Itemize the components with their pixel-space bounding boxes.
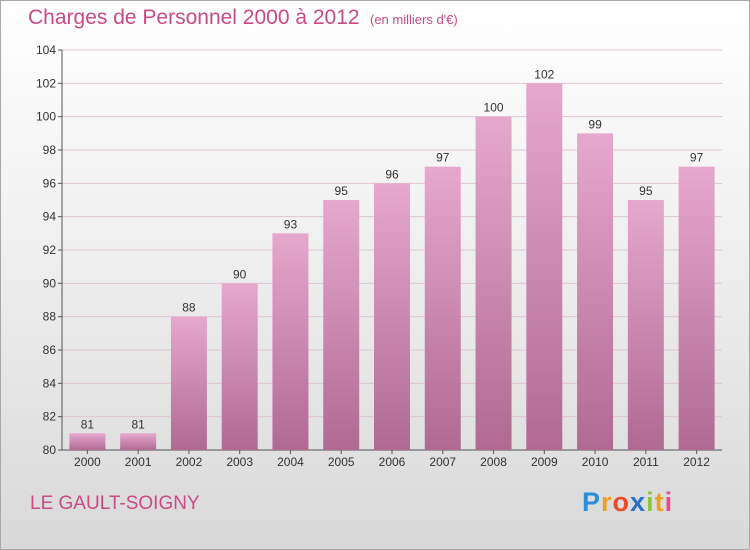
y-tick-label: 92 (43, 243, 57, 257)
bar (678, 166, 715, 450)
bar (170, 316, 207, 450)
bar (424, 166, 461, 450)
y-tick-label: 98 (43, 143, 57, 157)
y-tick-label: 84 (43, 376, 57, 390)
x-tick-label: 2011 (633, 455, 659, 469)
y-tick-label: 104 (36, 43, 56, 57)
data-label: 81 (81, 417, 95, 431)
y-tick-label: 80 (43, 443, 57, 457)
y-tick-label: 102 (36, 76, 56, 90)
y-tick-label: 88 (43, 310, 57, 324)
x-tick-label: 2009 (531, 455, 558, 469)
chart-subtitle: (en milliers d'€) (370, 12, 458, 27)
proxiti-logo: Proxiti (582, 487, 674, 517)
data-label: 97 (436, 151, 450, 165)
y-tick-label: 96 (43, 176, 57, 190)
data-label: 81 (131, 417, 145, 431)
bar (374, 183, 410, 451)
x-tick-label: 2010 (582, 455, 609, 469)
data-label: 97 (690, 151, 704, 165)
bar (526, 83, 563, 450)
data-label: 99 (588, 117, 602, 131)
bar (272, 233, 309, 450)
bar (69, 433, 106, 450)
data-label: 90 (233, 267, 247, 281)
x-tick-label: 2001 (125, 455, 152, 469)
x-tick-label: 2006 (379, 455, 406, 469)
bar (475, 116, 512, 451)
x-tick-label: 2003 (226, 455, 253, 469)
y-tick-label: 100 (36, 110, 56, 124)
x-tick-label: 2002 (176, 455, 203, 469)
y-tick-label: 86 (43, 343, 57, 357)
chart-title: Charges de Personnel 2000 à 2012 (28, 6, 360, 29)
x-tick-label: 2007 (429, 455, 456, 469)
data-label: 96 (385, 167, 399, 181)
x-tick-label: 2012 (683, 455, 710, 469)
y-tick-label: 94 (43, 210, 57, 224)
data-label: 95 (335, 184, 349, 198)
data-label: 93 (284, 217, 298, 231)
bar (221, 283, 258, 450)
x-tick-label: 2000 (74, 455, 101, 469)
commune-name: LE GAULT-SOIGNY (30, 493, 200, 514)
data-label: 100 (484, 101, 504, 115)
x-tick-label: 2005 (328, 455, 355, 469)
bar (120, 433, 157, 450)
data-label: 88 (182, 301, 196, 315)
data-label: 102 (534, 67, 554, 81)
x-tick-label: 2004 (277, 455, 304, 469)
x-tick-label: 2008 (480, 455, 507, 469)
data-label: 95 (639, 184, 653, 198)
bar (577, 133, 614, 451)
bar (627, 200, 664, 450)
y-tick-label: 90 (43, 276, 57, 290)
y-tick-label: 82 (43, 410, 57, 424)
bar (323, 200, 360, 450)
